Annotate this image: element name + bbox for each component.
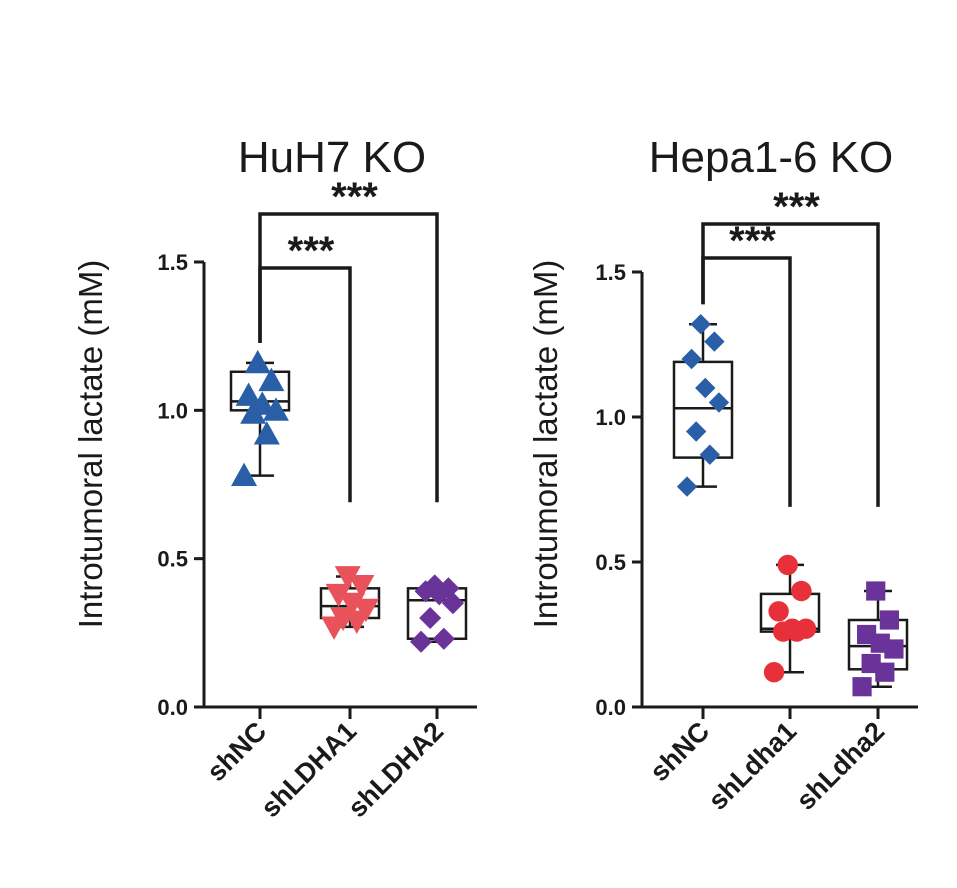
significance-label: *** [773, 185, 820, 229]
data-point [235, 382, 262, 406]
data-point [681, 348, 702, 370]
data-point [253, 421, 280, 445]
y-axis-label: Introtumoral lactate (mM) [527, 260, 564, 629]
data-point [432, 627, 455, 650]
data-point [423, 574, 446, 597]
data-point [791, 580, 812, 602]
x-tick-label: shNC [201, 716, 272, 787]
panel-huh7: HuH7 KO Introtumoral lactate (mM) 0.0 0.5… [72, 133, 477, 823]
data-point [334, 566, 361, 590]
significance-label: *** [729, 219, 776, 263]
data-point [244, 349, 271, 374]
data-point [777, 554, 798, 576]
data-point [352, 598, 379, 623]
x-tick-label: shLDHA2 [342, 716, 449, 823]
data-point [685, 421, 707, 442]
data-point [852, 677, 872, 697]
y-tick-label: 1.5 [157, 250, 188, 275]
data-point [339, 592, 366, 617]
significance-bracket [701, 222, 880, 507]
data-point [262, 397, 289, 421]
y-tick-label: 0.5 [157, 547, 188, 572]
y-tick-label: 1.0 [157, 398, 188, 423]
significance-label: *** [331, 175, 378, 219]
data-point [704, 331, 725, 352]
y-tick-label: 0.0 [595, 695, 626, 720]
data-point [768, 601, 789, 622]
data-point [348, 574, 375, 599]
data-point [249, 391, 276, 415]
y-axis-label: Introtumoral lactate (mM) [72, 260, 109, 629]
y-tick-label: 1.0 [595, 405, 626, 430]
data-point [676, 476, 698, 497]
data-point [258, 367, 285, 392]
data-point [330, 607, 357, 631]
data-point [695, 377, 716, 399]
data-point [861, 653, 881, 674]
data-point [782, 618, 803, 639]
data-point [410, 630, 433, 653]
significance-bracket [701, 256, 792, 507]
data-point [325, 583, 352, 608]
significance-label: *** [288, 229, 335, 273]
panel-title: Hepa1-6 KO [649, 133, 894, 182]
data-point [231, 462, 258, 486]
panel-title: HuH7 KO [238, 133, 426, 182]
data-point [699, 444, 721, 465]
y-tick-label: 0.0 [157, 695, 188, 720]
panel-hepa16: Hepa1-6 KO Introtumoral lactate (mM) 0.0… [527, 133, 918, 816]
data-point [441, 592, 464, 615]
significance-bracket [258, 212, 439, 503]
data-point [708, 392, 730, 413]
data-point [690, 314, 711, 335]
y-tick-label: 0.5 [595, 550, 626, 575]
data-point [419, 606, 442, 630]
data-point [763, 662, 785, 683]
data-point [879, 610, 899, 630]
y-tick-label: 1.5 [595, 260, 626, 285]
box-iqr [672, 360, 734, 459]
x-tick-label: shLdha2 [791, 716, 891, 816]
data-point [857, 624, 877, 645]
x-tick-label: shLdha1 [703, 716, 803, 816]
data-point [866, 581, 886, 601]
x-tick-label: shNC [644, 716, 715, 787]
